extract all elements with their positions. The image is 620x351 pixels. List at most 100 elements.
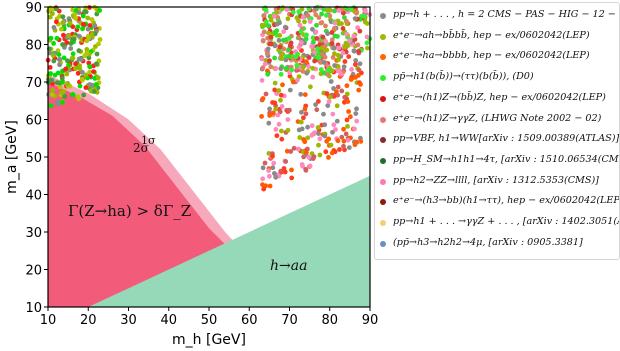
scatter-point: [268, 17, 274, 23]
legend-item: pp̄→h1(b(b̄))→(ττ)(b(b̄)), (D0): [375, 70, 619, 86]
scatter-point: [345, 6, 350, 12]
x-tick-label: 50: [201, 313, 218, 328]
scatter-point: [354, 10, 359, 16]
scatter-point: [336, 57, 341, 63]
scatter-point: [308, 84, 313, 90]
scatter-point: [348, 77, 354, 82]
scatter-point: [96, 41, 101, 47]
scatter-point: [60, 14, 66, 20]
scatter-point: [353, 62, 358, 67]
scatter-point: [75, 24, 81, 30]
scatter-point: [345, 43, 351, 48]
scatter-point: [289, 167, 294, 173]
scatter-point: [316, 55, 322, 60]
scatter-point: [48, 78, 54, 83]
scatter-point: [97, 37, 103, 42]
scatter-point: [80, 26, 85, 32]
scatter-point: [332, 20, 338, 26]
scatter-point: [316, 99, 321, 104]
scatter-point: [48, 35, 54, 41]
scatter-point: [287, 87, 293, 93]
scatter-point: [314, 22, 319, 28]
scatter-point: [343, 18, 349, 24]
scatter-point: [260, 176, 266, 182]
scatter-point: [274, 133, 280, 139]
scatter-point: [293, 54, 299, 60]
scatter-point: [262, 61, 268, 67]
scatter-point: [304, 32, 309, 38]
scatter-point: [364, 34, 370, 40]
scatter-point: [296, 127, 302, 133]
scatter-point: [330, 129, 335, 135]
legend-item: e⁺e⁻→(h1)Z→(bb̄)Z, hep − ex/0602042(LEP): [375, 91, 619, 107]
scatter-point: [314, 107, 320, 113]
band-1sigma-label: 1σ: [141, 134, 156, 147]
scatter-point: [317, 136, 323, 142]
scatter-point: [290, 9, 296, 15]
scatter-point: [341, 138, 347, 144]
scatter-point: [357, 28, 363, 34]
scatter-point: [306, 55, 312, 60]
scatter-point: [356, 49, 362, 54]
scatter-point: [325, 103, 331, 108]
scatter-point: [91, 89, 97, 94]
y-tick-label: 90: [25, 1, 42, 16]
scatter-point: [332, 26, 337, 31]
scatter-point: [268, 64, 274, 70]
scatter-point: [68, 46, 74, 51]
scatter-point: [309, 132, 315, 138]
scatter-point: [84, 38, 90, 44]
scatter-point: [259, 22, 265, 28]
x-tick-label: 90: [362, 313, 379, 328]
scatter-point: [275, 112, 281, 118]
legend-item: pp→h + . . . , h = 2 CMS − PAS − HIG − 1…: [375, 8, 619, 24]
scatter-point: [331, 86, 336, 91]
scatter-point: [260, 65, 266, 71]
scatter-point: [299, 162, 305, 167]
scatter-point: [288, 149, 294, 154]
scatter-point: [291, 79, 296, 85]
scatter-point: [273, 106, 279, 112]
scatter-point: [283, 159, 289, 164]
scatter-point: [346, 145, 352, 151]
scatter-point: [325, 31, 330, 37]
scatter-point: [79, 69, 85, 75]
scatter-point: [285, 117, 291, 122]
legend-label: pp→h1 + . . . →γγZ + . . . , [arXiv : 14…: [393, 216, 619, 227]
scatter-point: [89, 82, 95, 88]
excluded-z-label: Γ(Z→ha) > δΓ_Z: [68, 202, 191, 220]
scatter-point: [315, 125, 321, 130]
legend-marker: [380, 95, 386, 102]
scatter-point: [344, 91, 350, 97]
scatter-point: [309, 123, 315, 129]
scatter-point: [57, 84, 63, 90]
scatter-point: [284, 7, 290, 12]
scatter-point: [354, 118, 360, 124]
scatter-point: [339, 88, 345, 94]
scatter-point: [321, 59, 327, 65]
scatter-point: [337, 147, 342, 152]
scatter-point: [345, 99, 351, 104]
scatter-point: [83, 72, 89, 78]
scatter-point: [289, 175, 295, 181]
x-tick-label: 30: [120, 313, 137, 328]
scatter-point: [260, 38, 266, 44]
scatter-point: [336, 45, 342, 51]
scatter-point: [332, 33, 338, 39]
scatter-point: [296, 18, 301, 24]
legend-item: pp→H_SM→h1h1→4τ, [arXiv : 1510.06534(CMS…: [375, 153, 619, 169]
scatter-point: [303, 167, 309, 172]
scatter-point: [321, 111, 326, 117]
scatter-point: [279, 56, 285, 62]
scatter-point: [48, 71, 53, 76]
scatter-point: [65, 81, 70, 87]
scatter-point: [340, 26, 346, 31]
scatter-point: [329, 150, 335, 156]
scatter-point: [68, 41, 74, 46]
scatter-point: [344, 31, 350, 37]
scatter-point: [296, 146, 301, 152]
scatter-point: [331, 45, 337, 51]
y-tick-label: 30: [25, 226, 42, 241]
scatter-point: [294, 62, 300, 68]
legend-label: pp→VBF, h1→WW[arXiv : 1509.00389(ATLAS)]: [393, 133, 620, 145]
